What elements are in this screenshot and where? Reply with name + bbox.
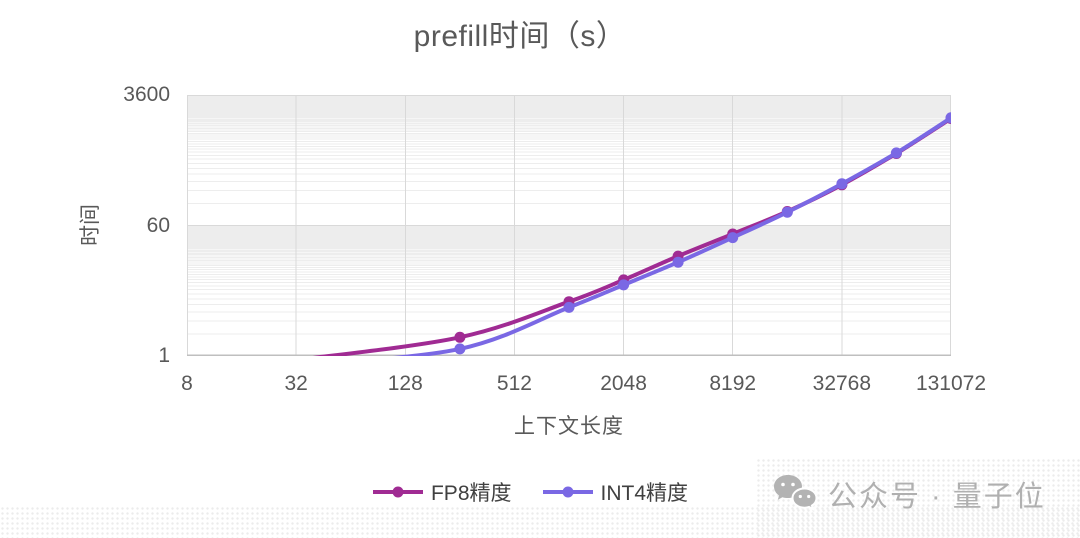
plot-svg bbox=[187, 95, 957, 356]
legend-item-fp8: FP8精度 bbox=[372, 477, 512, 507]
fp8-line-marker-icon bbox=[372, 486, 423, 498]
x-tick-label: 32 bbox=[284, 372, 308, 395]
wechat-icon bbox=[774, 475, 818, 512]
x-tick-label: 2048 bbox=[600, 372, 647, 395]
plot-area bbox=[187, 95, 957, 356]
x-tick-label: 8 bbox=[181, 372, 193, 395]
x-tick-label: 128 bbox=[387, 372, 423, 395]
watermark: 公众号 · 量子位 bbox=[772, 468, 1046, 520]
legend-label-fp8: FP8精度 bbox=[430, 482, 512, 505]
y-tick-label: 1 bbox=[158, 344, 170, 367]
legend-label-int4: INT4精度 bbox=[600, 482, 689, 505]
x-axis-title: 上下文长度 bbox=[514, 415, 624, 438]
x-tick-label: 512 bbox=[496, 372, 532, 395]
legend: FP8精度 INT4精度 bbox=[0, 477, 1060, 507]
watermark-text: 公众号 · 量子位 bbox=[828, 481, 1046, 513]
legend-item-int4: INT4精度 bbox=[542, 477, 689, 507]
x-tick-label: 8192 bbox=[709, 372, 757, 395]
chart-title: prefill时间（s） bbox=[413, 20, 627, 53]
x-tick-label: 32768 bbox=[812, 372, 872, 395]
y-tick-label: 60 bbox=[146, 213, 170, 237]
y-tick-label: 3600 bbox=[123, 83, 170, 106]
int4-line-marker-icon bbox=[542, 486, 593, 498]
x-tick-label: 131072 bbox=[915, 372, 987, 395]
